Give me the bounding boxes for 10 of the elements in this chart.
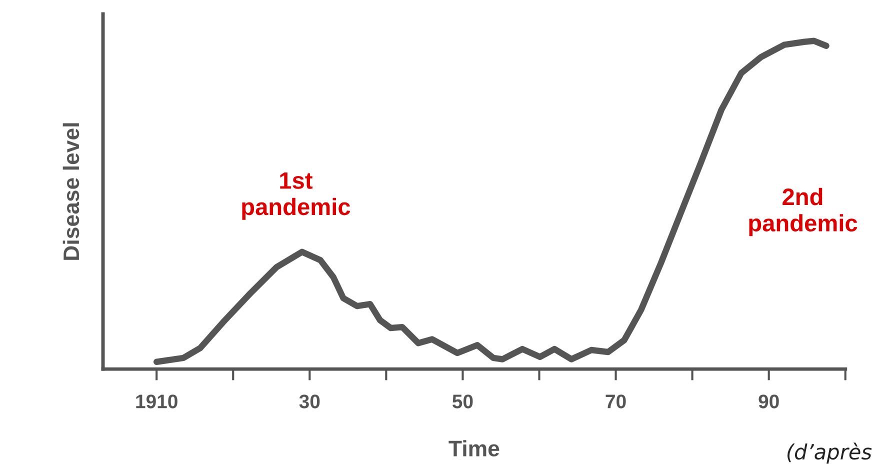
annotation: 2nd pandemic [749,188,858,236]
y-axis-title: Disease level [62,123,80,260]
x-tick-label: 30 [299,394,320,408]
x-tick-label: 50 [452,394,473,408]
x-tick-label: 70 [606,394,626,408]
x-tick-label: 90 [758,394,779,408]
x-axis-title: Time [448,440,500,456]
x-tick-label: 1910 [136,394,178,408]
text: (d’après [787,442,872,464]
annotation: 1st pandemic [242,172,350,220]
